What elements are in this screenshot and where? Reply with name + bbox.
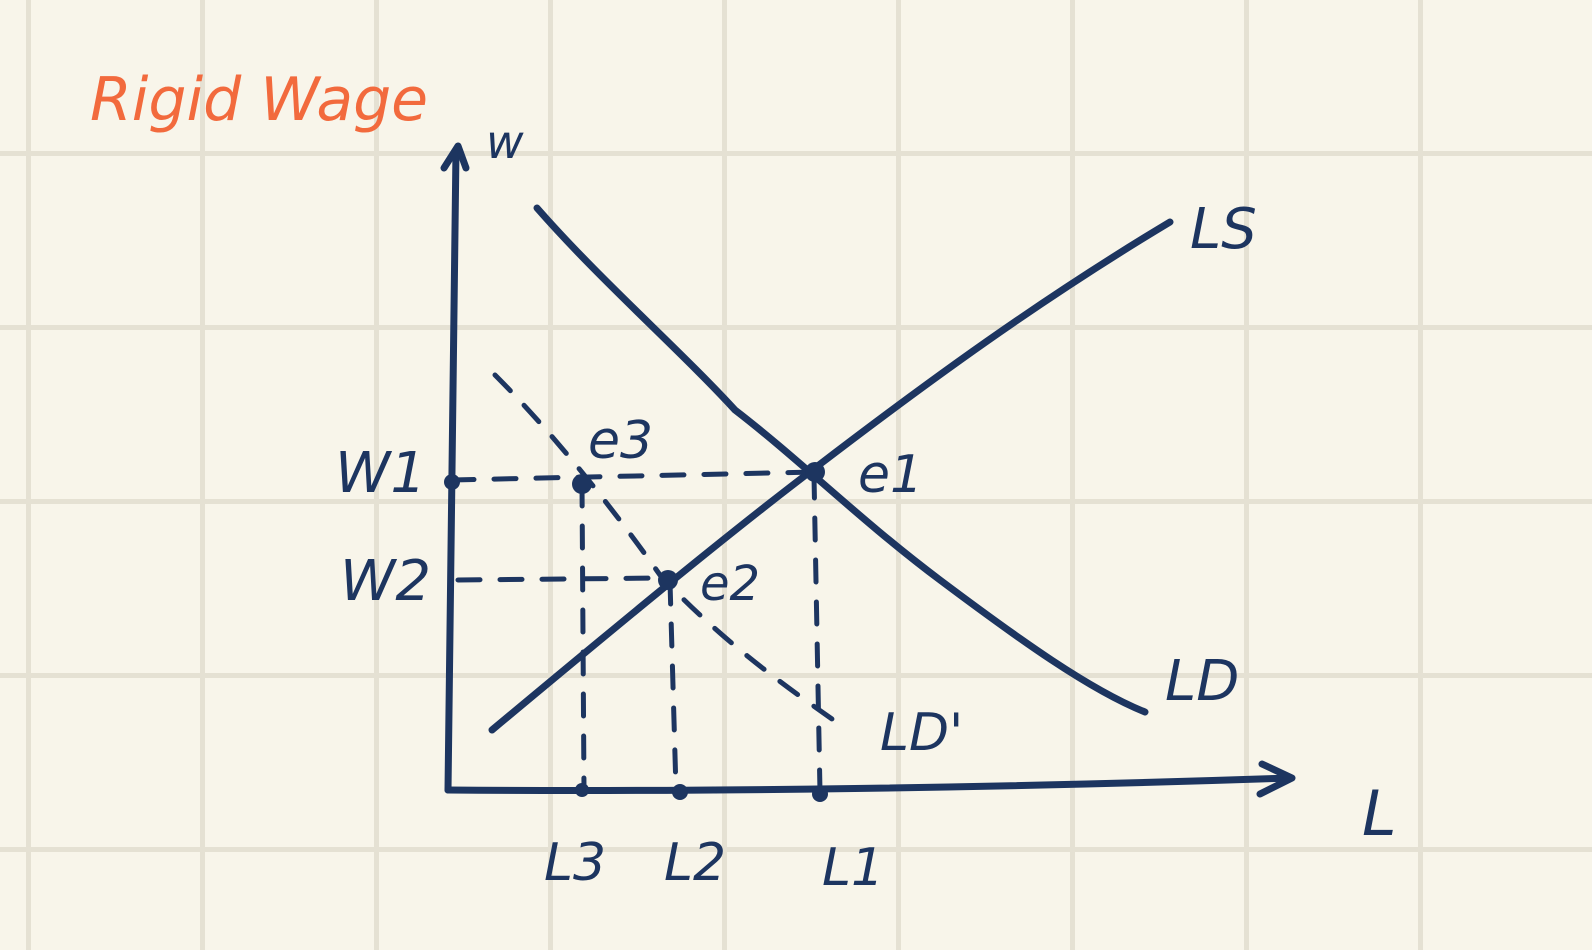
point-e1 (805, 462, 825, 482)
l1-guide-line (811, 473, 823, 795)
y-axis-label: w (486, 115, 524, 169)
point-e3 (572, 474, 592, 494)
e1-label: e1 (858, 445, 923, 505)
labor-demand-curve (533, 204, 1149, 716)
e2-label: e2 (700, 556, 760, 612)
x-axis-label: L (1362, 777, 1397, 850)
l1-label: L1 (822, 838, 884, 898)
w1-label: W1 (335, 441, 426, 506)
y-axis (444, 146, 460, 794)
l2-tick-dot (672, 784, 688, 800)
axes: w L (440, 115, 1397, 850)
shifted-labor-demand-curve (492, 372, 848, 731)
x-axis (444, 774, 1294, 794)
point-e2 (658, 570, 678, 590)
l3-guide-line (579, 481, 587, 793)
ls-label: LS (1190, 197, 1257, 262)
ld-prime-label: LD' (880, 703, 963, 763)
l2-label: L2 (664, 833, 726, 893)
x-axis-arrowhead (1256, 760, 1296, 798)
l2-guide-line (667, 579, 679, 793)
ld-label: LD (1165, 649, 1239, 714)
l3-label: L3 (544, 833, 606, 893)
w1-tick-dot (444, 474, 460, 490)
diagram-title: Rigid Wage (90, 65, 428, 135)
l1-tick-dot (812, 786, 828, 802)
w2-guide-line (455, 575, 668, 583)
l3-tick-dot (575, 783, 589, 797)
w1-guide-line (449, 469, 818, 483)
y-axis-arrowhead (440, 142, 470, 172)
e3-label: e3 (588, 411, 653, 471)
w2-label: W2 (340, 549, 431, 614)
